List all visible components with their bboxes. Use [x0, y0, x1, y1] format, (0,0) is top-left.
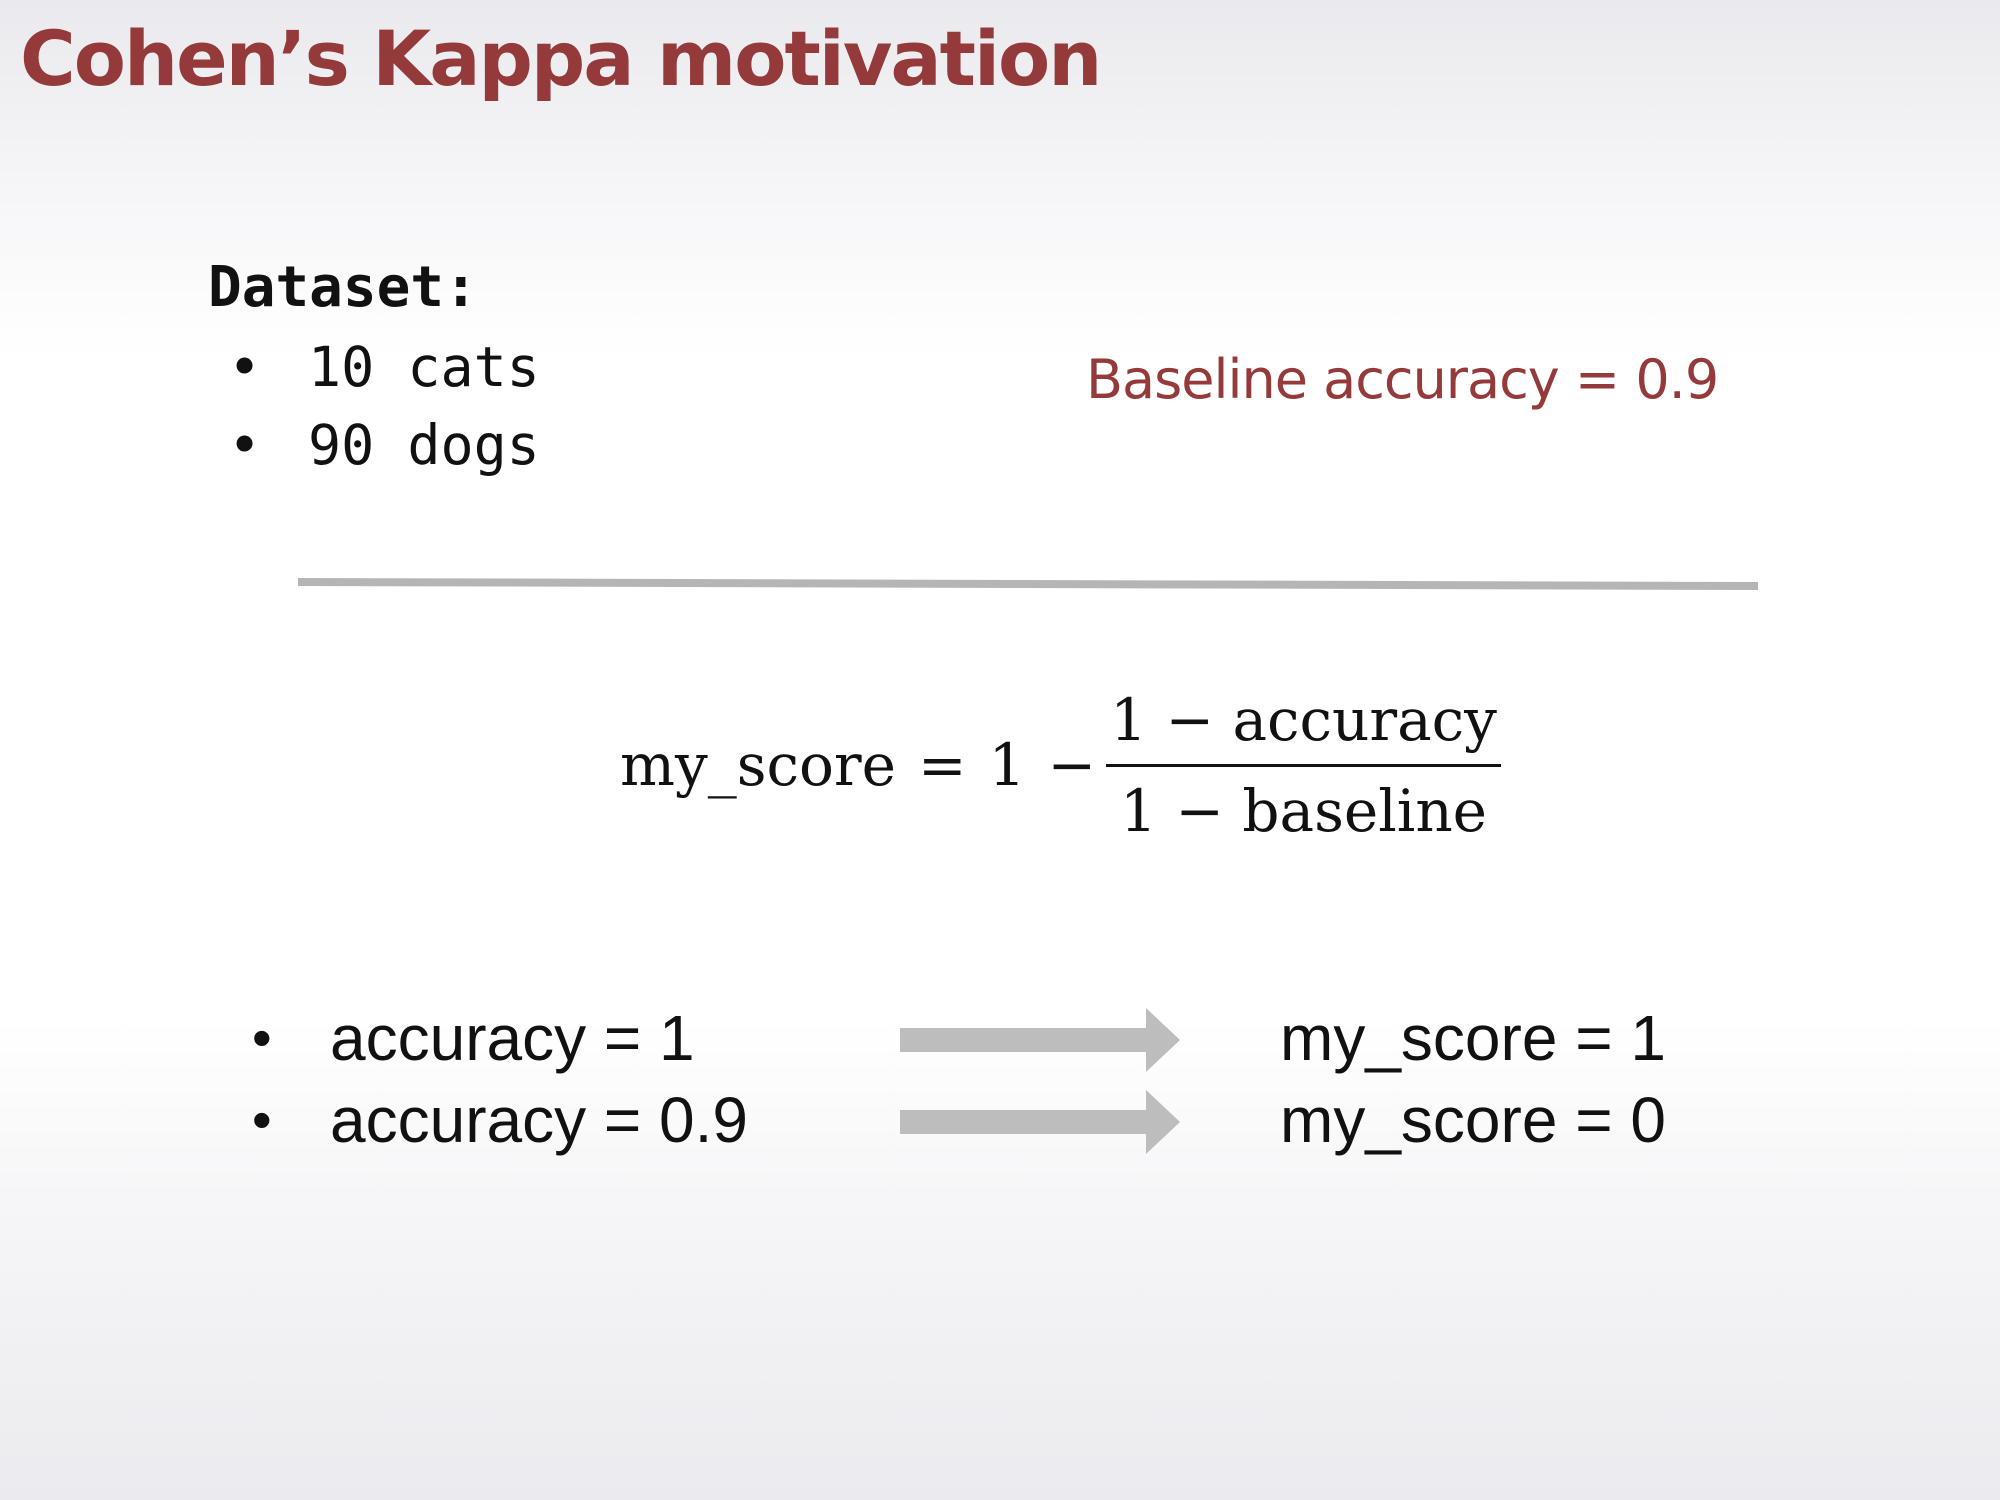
bullet: •: [228, 413, 262, 477]
list-item: • 90 dogs: [228, 406, 540, 484]
formula-equals: =: [917, 731, 967, 799]
bullet: •: [252, 1088, 272, 1151]
fraction-bar: [1106, 763, 1501, 767]
dataset-item-dogs: 90 dogs: [308, 413, 540, 477]
dataset-item-cats: 10 cats: [308, 335, 540, 399]
dataset-list: • 10 cats • 90 dogs: [208, 328, 540, 484]
formula-denominator: 1 − baseline: [1120, 776, 1487, 845]
divider: [298, 577, 1758, 591]
formula-lhs: my_score: [620, 731, 896, 799]
bullet: •: [252, 1006, 272, 1069]
bullet: •: [228, 335, 262, 399]
result-row: • accuracy = 1 my_score = 1: [0, 996, 2000, 1080]
formula-one: 1: [988, 731, 1026, 799]
right-arrow-icon: [900, 1090, 1180, 1154]
dataset-heading: Dataset:: [208, 255, 478, 320]
result-input: accuracy = 0.9: [330, 1084, 748, 1156]
result-input: accuracy = 1: [330, 1002, 695, 1074]
right-arrow-icon: [900, 1008, 1180, 1072]
formula-minus: −: [1047, 731, 1097, 799]
result-output: my_score = 0: [1280, 1084, 1666, 1156]
result-row: • accuracy = 0.9 my_score = 0: [0, 1078, 2000, 1162]
slide-title: Cohen’s Kappa motivation: [20, 14, 1102, 103]
formula-fraction: 1 − accuracy 1 − baseline: [1106, 686, 1501, 845]
formula-numerator: 1 − accuracy: [1110, 685, 1497, 754]
score-formula: my_score = 1 − 1 − accuracy 1 − baseline: [620, 680, 1501, 850]
baseline-accuracy-note: Baseline accuracy = 0.9: [1086, 348, 1719, 411]
list-item: • 10 cats: [228, 328, 540, 406]
dataset-block: Dataset: • 10 cats • 90 dogs: [208, 252, 540, 484]
result-output: my_score = 1: [1280, 1002, 1666, 1074]
